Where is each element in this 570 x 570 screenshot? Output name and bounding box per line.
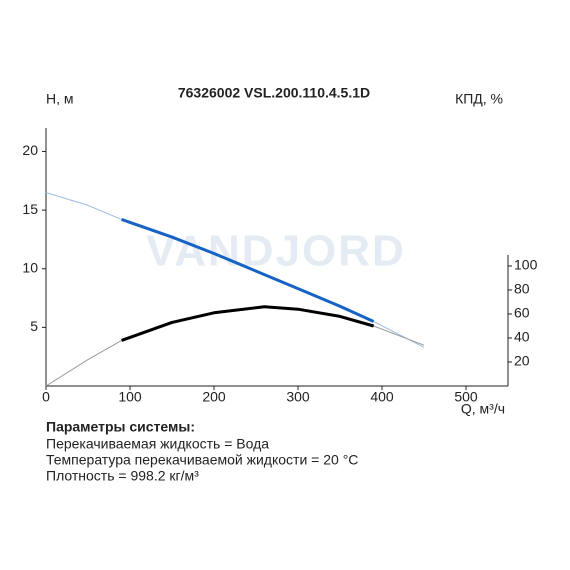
params-heading: Параметры системы: [46,419,195,435]
params-line: Температура перекачиваемой жидкости = 20… [46,452,358,468]
x-tick-label: 200 [202,389,226,405]
y-tick-label: 15 [22,201,38,217]
watermark: VANDJORD [146,227,406,276]
x-tick-label: 100 [118,389,142,405]
curve [121,305,375,342]
y-tick-label: 20 [22,142,38,158]
chart-title: 76326002 VSL.200.110.4.5.1D [178,85,370,101]
y2-tick-label: 100 [514,257,538,273]
x-axis-label: Q, м³/ч [461,401,505,417]
x-tick-label: 0 [42,389,50,405]
y2-tick-label: 60 [514,305,530,321]
params-line: Перекачиваемая жидкость = Вода [46,436,269,452]
x-tick-label: 400 [370,389,394,405]
curve [121,218,375,323]
y2-tick-label: 80 [514,281,530,297]
x-tick-label: 500 [454,389,478,405]
y2-tick-label: 20 [514,353,530,369]
y2-axis-label: КПД, % [455,91,503,107]
y-axis-label: H, м [46,91,74,107]
y2-tick-label: 40 [514,329,530,345]
x-tick-label: 300 [286,389,310,405]
params-line: Плотность = 998.2 кг/м³ [46,468,199,484]
y-tick-label: 10 [22,259,38,275]
y-tick-label: 5 [30,318,38,334]
